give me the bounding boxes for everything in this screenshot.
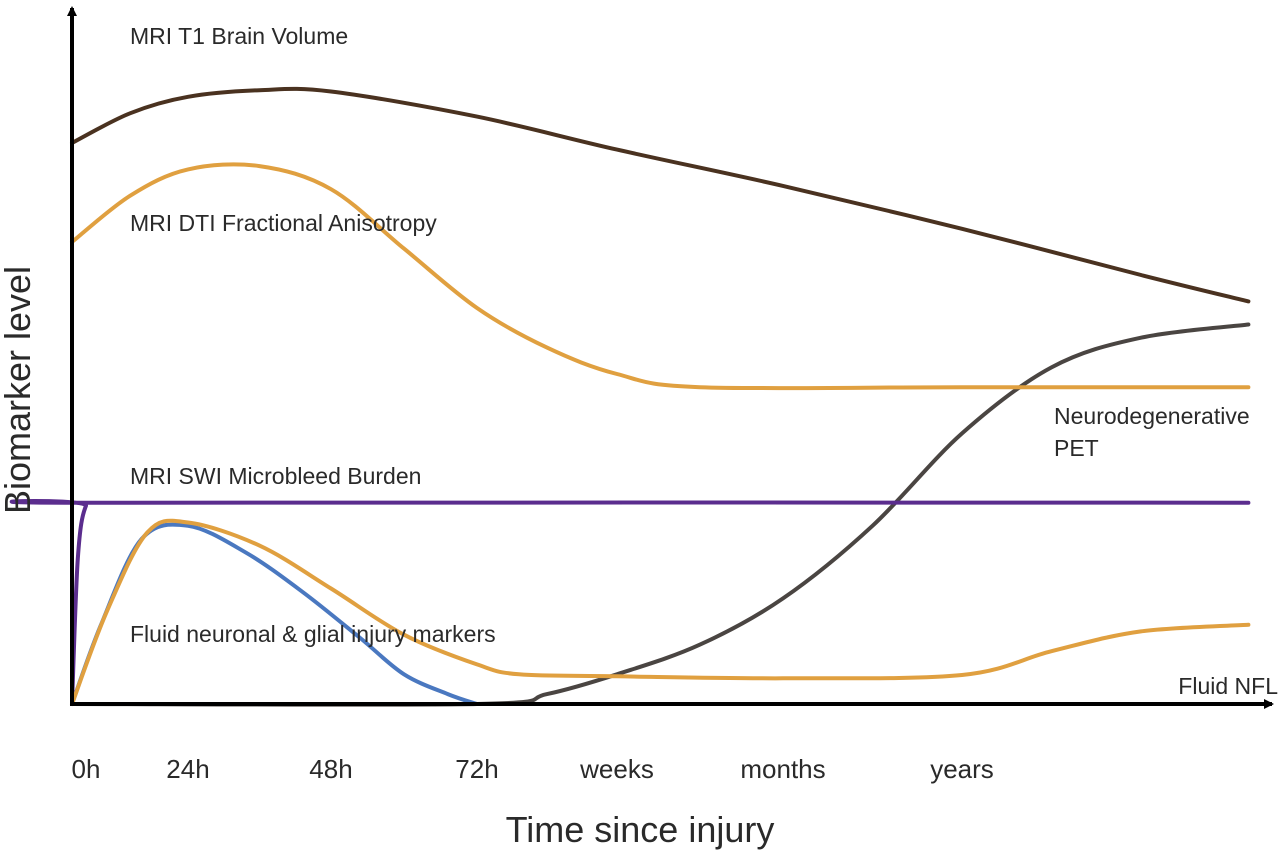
series-label-mri-dti-fractional-anisotropy: MRI DTI Fractional Anisotropy [130,210,437,236]
series-layer [9,86,1251,707]
series-label-neurodegenerative-pet: Neurodegenerative PET [1054,403,1250,461]
series-line-fluid-nfl [70,518,1251,706]
x-tick-label-24h: 24h [166,754,209,784]
x-tick-label-weeks: weeks [579,754,654,784]
x-tick-label-months: months [740,754,825,784]
x-tick-label-0h: 0h [72,754,101,784]
x-axis-title: Time since injury [506,809,775,850]
y-axis-title: Biomarker level [0,266,38,514]
series-label-fluid-nfl: Fluid NFL [1178,673,1278,699]
series-label-mri-swi-microbleed-burden: MRI SWI Microbleed Burden [130,463,421,489]
series-line-mri-swi-microbleed-burden [9,498,1251,706]
series-label-fluid-neuronal-and-glial-injury-markers: Fluid neuronal & glial injury markers [130,621,496,647]
x-tick-label-48h: 48h [309,754,352,784]
series-label-mri-t1-brain-volume: MRI T1 Brain Volume [130,23,348,49]
x-tick-label-years: years [930,754,994,784]
series-line-mri-dti-fractional-anisotropy [70,162,1251,391]
series-labels: MRI T1 Brain Volume MRI DTI Fractional An… [130,23,1278,699]
x-tick-label-72h: 72h [455,754,498,784]
series-line-mri-t1-brain-volume [70,86,1251,304]
x-tick-labels: 0h 24h 48h 72h weeks months years [72,754,994,784]
